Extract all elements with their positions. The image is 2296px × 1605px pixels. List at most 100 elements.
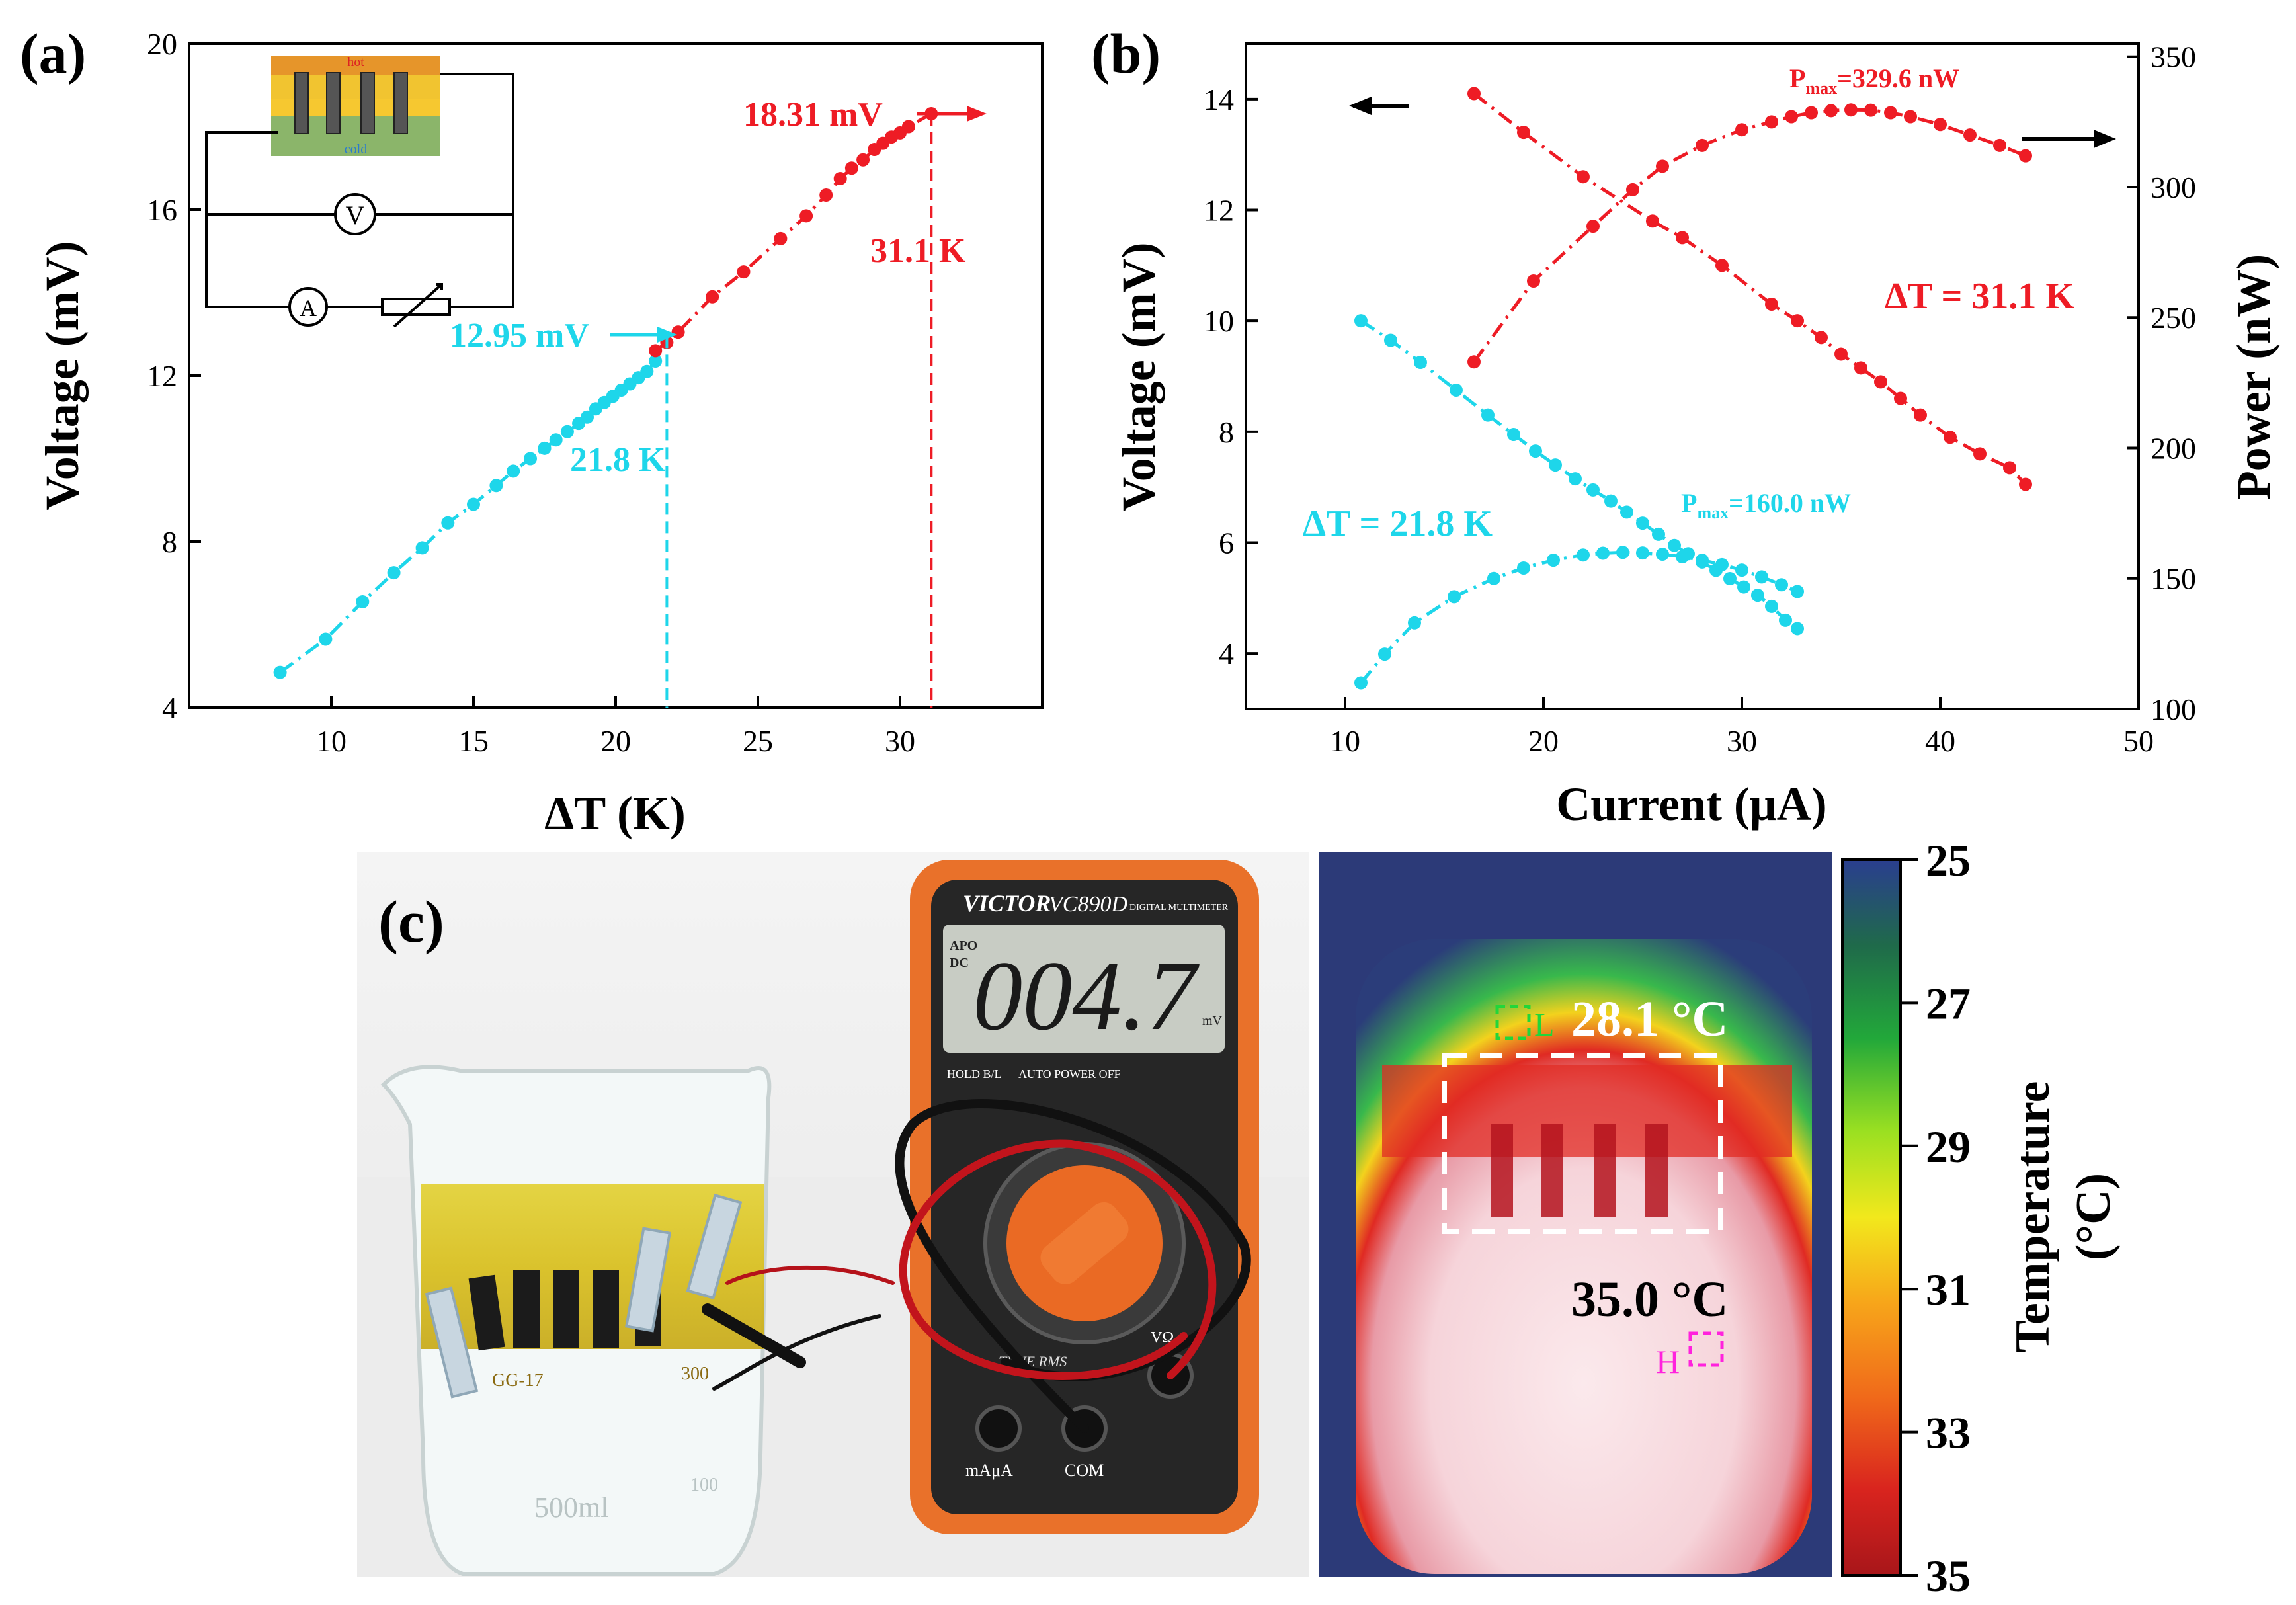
annotation-cyan-voltage: 12.95 mV [450, 317, 589, 354]
a-ytick-label: 4 [162, 691, 177, 725]
b-point-red-left [1874, 375, 1887, 389]
b-point-red-left [1676, 231, 1689, 245]
a-xtick-label: 25 [743, 724, 773, 758]
b-point-cyan-right [1577, 548, 1590, 562]
electrodes [425, 1193, 743, 1399]
b-point-cyan-right [1547, 554, 1560, 567]
colorbar-tick-label: 29 [1926, 1122, 1971, 1172]
thermal-image: L 28.1 °C 35.0 °C H [1319, 852, 1832, 1577]
b-point-red-left [1894, 391, 1907, 405]
b-point-cyan-left [1737, 580, 1750, 594]
b-point-red-right [1735, 123, 1748, 137]
a-point-cyan [387, 566, 401, 580]
b-point-red-left [1715, 259, 1729, 272]
a-point-cyan [467, 497, 480, 511]
annotation-red-voltage: 18.31 mV [743, 96, 883, 134]
b-point-red-left [1646, 214, 1659, 228]
b-point-cyan-left [1765, 599, 1778, 613]
a-point-red [706, 290, 719, 304]
a-point-red [856, 153, 870, 167]
a-point-red [774, 231, 788, 245]
b-point-red-right [1844, 103, 1858, 117]
multimeter-model: VC890D [1049, 892, 1128, 917]
a-point-cyan [549, 433, 563, 447]
plot-b-left-y-ticks: 4 6 8 10 12 14 [1204, 83, 1258, 671]
b-point-red-right [1785, 110, 1798, 124]
beaker-volume-label: 500ml [534, 1491, 608, 1524]
annotation-cyan-dt: 21.8 K [570, 441, 666, 479]
test-leads [702, 1099, 1251, 1433]
b-point-red-left [1944, 431, 1957, 444]
a-point-red [901, 120, 915, 134]
a-ytick-label: 20 [147, 27, 177, 61]
b-point-cyan-right [1715, 557, 1729, 571]
b-point-cyan-left [1791, 622, 1804, 636]
rotary-dial-grip[interactable] [1035, 1196, 1135, 1290]
thermal-legs [1491, 1124, 1668, 1217]
annotation-red-dt-b: ΔT = 31.1 K [1885, 276, 2074, 317]
b-point-cyan-right [1735, 563, 1748, 577]
b-point-cyan-left [1723, 571, 1737, 585]
b-point-cyan-left [1507, 428, 1520, 442]
b-point-red-left [1577, 170, 1590, 184]
lcd-mode-top: APO [950, 938, 977, 953]
b-point-red-left [1914, 408, 1927, 422]
a-ytick-label: 8 [162, 525, 177, 559]
plot-b-ylabel-left: Voltage (mV) [1112, 242, 1165, 511]
b-point-cyan-right [1487, 571, 1500, 585]
b-xtick-label: 40 [1925, 724, 1955, 758]
panel-label-a: (a) [20, 22, 86, 85]
b-xtick-label: 50 [2123, 724, 2154, 758]
circuit-inset: hot cold V A [205, 55, 514, 328]
colorbar-tick-label: 25 [1926, 835, 1971, 885]
inset-hot-label: hot [347, 55, 364, 69]
cold-marker-box [1495, 1005, 1531, 1040]
a-xtick-label: 20 [600, 724, 631, 758]
b-ytick-left-label: 12 [1204, 194, 1234, 227]
colorbar-label-1: Temperature [2006, 1081, 2060, 1352]
b-point-cyan-right [1378, 647, 1391, 661]
b-point-red-right [1824, 104, 1838, 118]
port-ma-label: mAμA [965, 1461, 1013, 1480]
hot-marker-label: H [1656, 1343, 1680, 1380]
multimeter-brand: VICTOR [963, 890, 1051, 917]
b-point-cyan-right [1448, 590, 1461, 604]
b-point-cyan-right [1775, 578, 1788, 592]
colorbar-tick-label: 27 [1926, 978, 1971, 1028]
b-point-cyan-left [1586, 483, 1600, 497]
b-point-cyan-left [1652, 527, 1665, 541]
multimeter-subtitle: DIGITAL MULTIMETER [1129, 903, 1229, 913]
b-point-cyan-right [1676, 550, 1689, 564]
b-point-red-right [1696, 138, 1709, 152]
plot-b-xlabel: Current (μA) [1556, 778, 1826, 831]
colorbar-ticks: 25 27 29 31 33 35 [1901, 835, 1971, 1601]
plot-a-y-ticks: 4 8 12 16 20 [147, 27, 201, 725]
a-point-cyan [649, 354, 663, 368]
b-point-red-right [1626, 183, 1639, 196]
b-point-cyan-right [1596, 546, 1610, 560]
b-point-red-right [1586, 220, 1600, 233]
plot-b-right-y-ticks: 100 150 200 250 300 350 [2127, 40, 2196, 726]
panel-label-b: (b) [1091, 22, 1161, 85]
a-point-cyan [489, 479, 503, 493]
panel-label-c: (c) [378, 889, 444, 955]
a-point-cyan [640, 364, 654, 378]
b-point-red-right [1527, 274, 1540, 288]
beaker: GG-17 300 500ml 100 [380, 1065, 772, 1576]
b-series-line-red-left [1473, 92, 2027, 486]
b-point-red-right [1656, 159, 1669, 173]
b-point-red-right [1993, 138, 2006, 152]
a-point-cyan [273, 665, 287, 679]
a-point-cyan [581, 410, 594, 424]
b-ytick-right-label: 150 [2151, 562, 2196, 596]
port-ma[interactable] [975, 1405, 1022, 1452]
port-com-label: COM [1065, 1461, 1104, 1480]
inset-legs [294, 72, 408, 134]
annotation-red-arrowhead-icon [967, 106, 987, 122]
b-point-red-left [1765, 298, 1778, 311]
a-point-red [800, 209, 813, 223]
b-point-red-right [1884, 106, 1897, 120]
b-point-red-right [1934, 118, 1947, 132]
plot-b-area [1354, 87, 2032, 690]
voltmeter-icon [334, 193, 376, 235]
